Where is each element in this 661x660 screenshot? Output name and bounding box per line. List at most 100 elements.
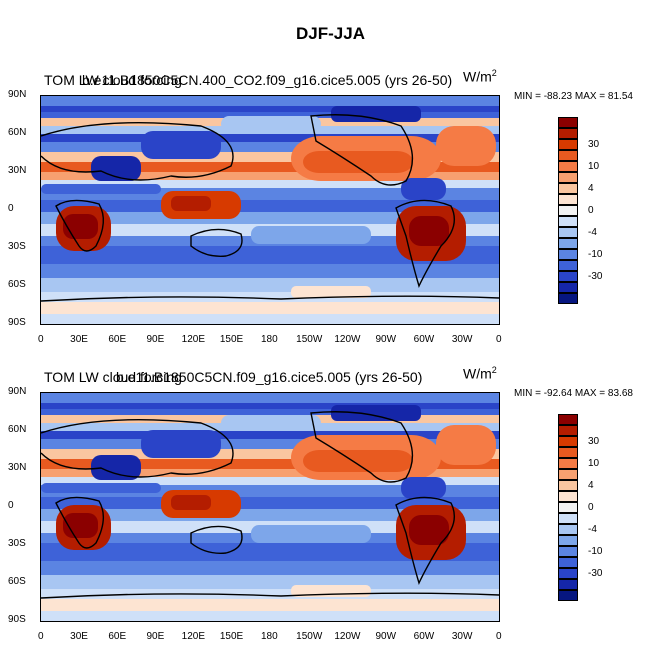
longitude-tick-label: 90W bbox=[375, 631, 397, 642]
latitude-tick-label: 30N bbox=[8, 462, 27, 473]
longitude-tick-label: 30E bbox=[70, 631, 88, 642]
field-patch bbox=[401, 178, 446, 200]
latitude-band bbox=[41, 112, 499, 118]
latitude-band bbox=[41, 561, 499, 575]
latitude-band bbox=[41, 497, 499, 509]
colorbar bbox=[558, 117, 578, 304]
coastline bbox=[310, 114, 414, 186]
colorbar-swatch bbox=[558, 227, 578, 238]
latitude-tick-label: 30S bbox=[8, 241, 26, 252]
colorbar-tick-label: 10 bbox=[588, 457, 600, 469]
longitude-tick-label: 30W bbox=[451, 334, 473, 345]
field-patch bbox=[221, 415, 321, 431]
latitude-band bbox=[41, 292, 499, 302]
longitude-tick-label: 60E bbox=[108, 334, 127, 345]
longitude-tick-label: 120W bbox=[334, 631, 361, 642]
panel-title: TOM LW cloud forcing b.e11.B1850C5CN.400… bbox=[44, 72, 452, 88]
field-patch bbox=[251, 226, 371, 244]
units-label: W/m2 bbox=[463, 68, 497, 85]
field-patch bbox=[141, 430, 221, 458]
map-panel-top: TOM LW cloud forcing b.e11.B1850C5CN.400… bbox=[0, 68, 661, 362]
latitude-band bbox=[41, 509, 499, 521]
latitude-band bbox=[41, 439, 499, 449]
cloud-forcing-field bbox=[41, 96, 499, 324]
coastline bbox=[55, 496, 104, 549]
longitude-tick-label: 0 bbox=[38, 631, 44, 642]
longitude-tick-label: 120E bbox=[181, 334, 206, 345]
colorbar-swatch bbox=[558, 139, 578, 150]
longitude-tick-label: 120E bbox=[181, 631, 206, 642]
figure-title: DJF-JJA bbox=[296, 24, 365, 43]
longitude-tick-label: 180 bbox=[261, 631, 278, 642]
latitude-band bbox=[41, 200, 499, 212]
coastline bbox=[41, 121, 234, 181]
latitude-tick-label: 90N bbox=[8, 386, 27, 397]
variable-title: TOM LW cloud forcing bbox=[44, 369, 182, 385]
latitude-band bbox=[41, 134, 499, 142]
latitude-tick-label: 60N bbox=[8, 424, 27, 435]
colorbar-swatch bbox=[558, 557, 578, 568]
colorbar-swatch bbox=[558, 216, 578, 227]
colorbar-tick-label: 10 bbox=[588, 160, 600, 172]
colorbar-swatch bbox=[558, 425, 578, 436]
colorbar-swatch bbox=[558, 205, 578, 216]
colorbar-tick-label: 30 bbox=[588, 138, 600, 150]
colorbar-swatch bbox=[558, 535, 578, 546]
colorbar-swatch bbox=[558, 447, 578, 458]
colorbar-swatch bbox=[558, 161, 578, 172]
map-plot bbox=[40, 392, 500, 622]
map-plot bbox=[40, 95, 500, 325]
coastline bbox=[41, 418, 234, 478]
latitude-band bbox=[41, 449, 499, 459]
field-patch bbox=[331, 405, 421, 421]
colorbar-swatch bbox=[558, 502, 578, 513]
field-patch bbox=[409, 515, 449, 545]
colorbar-swatch bbox=[558, 513, 578, 524]
field-patch bbox=[436, 126, 496, 166]
longitude-tick-label: 60W bbox=[413, 334, 435, 345]
field-patch bbox=[331, 106, 421, 122]
longitude-tick-label: 120W bbox=[334, 334, 361, 345]
field-patch bbox=[171, 495, 211, 510]
colorbar-swatch bbox=[558, 238, 578, 249]
longitude-tick-label: 150E bbox=[219, 631, 244, 642]
coastline bbox=[395, 496, 455, 585]
field-patch bbox=[41, 184, 161, 194]
latitude-band bbox=[41, 264, 499, 278]
colorbar-swatch bbox=[558, 590, 578, 601]
colorbar-tick-label: -30 bbox=[588, 567, 603, 579]
latitude-band bbox=[41, 403, 499, 409]
colorbar-swatch bbox=[558, 469, 578, 480]
latitude-band bbox=[41, 611, 499, 621]
colorbar-swatch bbox=[558, 282, 578, 293]
colorbar-swatch bbox=[558, 260, 578, 271]
latitude-band bbox=[41, 589, 499, 599]
longitude-tick-label: 150E bbox=[219, 334, 244, 345]
latitude-band bbox=[41, 409, 499, 415]
units-label: W/m2 bbox=[463, 365, 497, 382]
field-patch bbox=[291, 286, 371, 298]
field-patch bbox=[303, 151, 413, 173]
latitude-band bbox=[41, 393, 499, 403]
field-patch bbox=[91, 156, 141, 181]
field-patch bbox=[436, 425, 496, 465]
coastline bbox=[310, 411, 414, 483]
longitude-tick-label: 90W bbox=[375, 334, 397, 345]
colorbar-tick-label: -30 bbox=[588, 270, 603, 282]
min-max-label: MIN = -92.64 MAX = 83.68 bbox=[514, 388, 633, 399]
latitude-band bbox=[41, 278, 499, 292]
colorbar-tick-label: -4 bbox=[588, 226, 597, 238]
colorbar-swatch bbox=[558, 480, 578, 491]
longitude-tick-label: 30W bbox=[451, 631, 473, 642]
colorbar-swatch bbox=[558, 524, 578, 535]
latitude-tick-label: 60S bbox=[8, 576, 26, 587]
latitude-band bbox=[41, 96, 499, 106]
colorbar-swatch bbox=[558, 436, 578, 447]
colorbar-swatch bbox=[558, 150, 578, 161]
coastline bbox=[41, 592, 499, 599]
field-patch bbox=[221, 116, 321, 132]
latitude-band bbox=[41, 172, 499, 180]
colorbar-tick-label: 30 bbox=[588, 435, 600, 447]
latitude-band bbox=[41, 212, 499, 224]
field-patch bbox=[251, 525, 371, 543]
